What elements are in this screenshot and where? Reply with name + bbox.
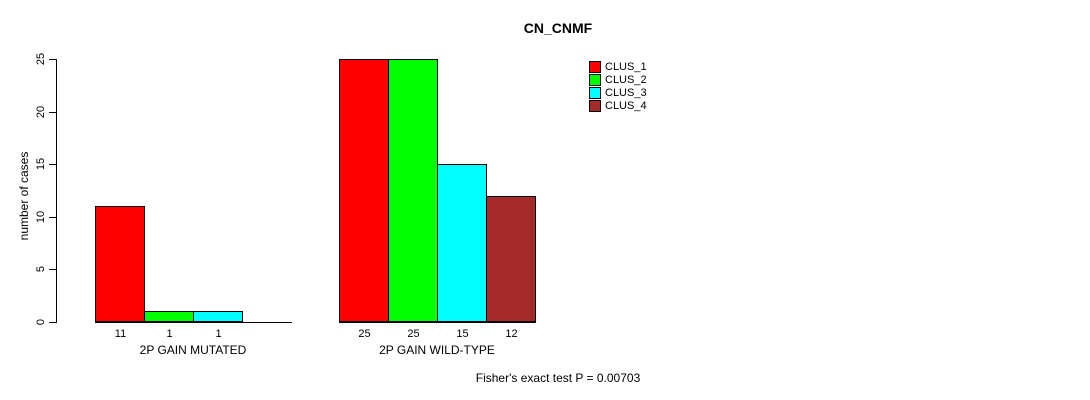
bar-clus_1-mutated bbox=[95, 206, 145, 322]
bar-clus_4-wild-type bbox=[486, 196, 536, 322]
bar-value-label: 25 bbox=[358, 328, 371, 340]
legend-swatch-clus_1 bbox=[589, 61, 601, 73]
bar-value-label: 15 bbox=[456, 328, 469, 340]
legend-item: CLUS_3 bbox=[589, 87, 647, 99]
legend-label: CLUS_1 bbox=[605, 61, 647, 73]
bar-value-label: 11 bbox=[114, 328, 127, 340]
legend-item: CLUS_2 bbox=[589, 74, 647, 86]
y-axis-tick bbox=[49, 111, 57, 113]
legend-swatch-clus_2 bbox=[589, 74, 601, 86]
bar-value-label: 1 bbox=[166, 328, 173, 340]
x-axis-baseline bbox=[95, 322, 292, 323]
group-label: 2P GAIN MUTATED bbox=[139, 343, 247, 357]
y-axis-tick bbox=[49, 322, 57, 323]
bar-clus_3-mutated bbox=[193, 311, 243, 322]
y-axis-tick-label: 25 bbox=[35, 52, 47, 66]
stat-test-label: Fisher's exact test P = 0.00703 bbox=[475, 371, 641, 385]
y-axis-tick-label: 0 bbox=[35, 318, 47, 326]
bar-clus_2-mutated bbox=[144, 311, 194, 322]
y-axis-tick bbox=[49, 269, 57, 271]
legend-swatch-clus_4 bbox=[589, 100, 601, 112]
y-axis-tick-label: 10 bbox=[35, 210, 47, 223]
y-axis-tick bbox=[49, 164, 57, 166]
y-axis-tick-label: 15 bbox=[35, 158, 47, 171]
bar-value-label: 25 bbox=[407, 328, 420, 340]
bar-value-label: 1 bbox=[215, 328, 222, 340]
y-axis-line bbox=[56, 59, 57, 323]
y-axis-tick-label: 5 bbox=[35, 266, 47, 273]
legend-item: CLUS_4 bbox=[589, 100, 647, 112]
y-axis-tick-label: 20 bbox=[35, 105, 47, 118]
legend-item: CLUS_1 bbox=[589, 61, 647, 73]
group-label: 2P GAIN WILD-TYPE bbox=[379, 343, 495, 357]
legend-label: CLUS_2 bbox=[605, 74, 647, 86]
chart-title: CN_CNMF bbox=[523, 20, 593, 36]
x-axis-baseline bbox=[339, 322, 536, 323]
y-axis-tick bbox=[49, 59, 57, 60]
bar-clus_3-wild-type bbox=[437, 164, 487, 322]
bar-clus_2-wild-type bbox=[388, 59, 438, 322]
legend-label: CLUS_3 bbox=[605, 87, 647, 99]
legend: CLUS_1 CLUS_2 CLUS_3 CLUS_4 bbox=[589, 61, 647, 113]
legend-label: CLUS_4 bbox=[605, 100, 647, 112]
legend-swatch-clus_3 bbox=[589, 87, 601, 99]
bar-value-label: 12 bbox=[505, 328, 518, 340]
bar-clus_1-wild-type bbox=[339, 59, 389, 322]
y-axis-tick bbox=[49, 216, 57, 218]
